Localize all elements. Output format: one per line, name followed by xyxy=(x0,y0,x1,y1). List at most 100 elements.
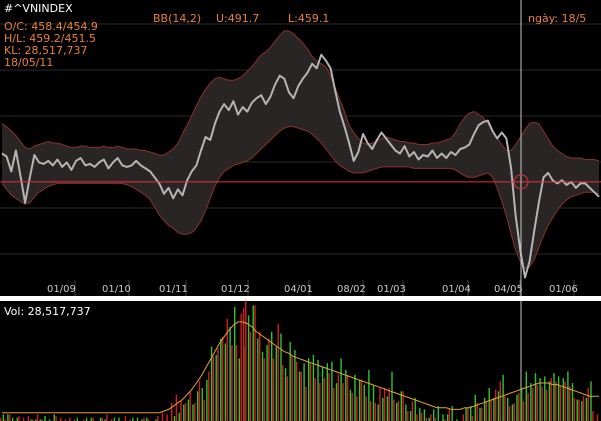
volume-bar-down xyxy=(499,381,501,421)
volume-bar-up xyxy=(275,346,277,421)
crosshair-marker xyxy=(513,174,529,190)
volume-bar-up xyxy=(581,401,583,421)
volume-bar-down xyxy=(217,348,219,421)
volume-bar-down xyxy=(212,356,215,421)
volume-bar-down xyxy=(296,361,298,421)
band-upper-line xyxy=(1,30,600,162)
volume-bar-up xyxy=(224,343,227,421)
volume-bar-down xyxy=(420,412,423,421)
volume-bar-up xyxy=(312,355,315,421)
volume-bar-down xyxy=(444,419,446,421)
volume-bar-down xyxy=(582,396,585,421)
volume-bar-down xyxy=(383,388,386,421)
volume-bar-up xyxy=(340,358,342,421)
volume-bar-up xyxy=(187,399,190,421)
bb-indicator-label: BB(14,2) xyxy=(153,12,202,25)
volume-bar-down xyxy=(226,318,228,421)
volume-bar-up xyxy=(2,414,4,421)
volume-bar-down xyxy=(282,364,284,421)
volume-bar-up xyxy=(349,389,352,421)
volume-bar-down xyxy=(147,419,150,421)
volume-bar-up xyxy=(289,341,291,421)
volume-bar-down xyxy=(434,417,437,421)
volume-bar-up xyxy=(294,350,296,421)
volume-bar-down xyxy=(485,401,488,421)
volume-bar-up xyxy=(516,394,518,421)
volume-bar-down xyxy=(198,381,201,421)
volume-bar-down xyxy=(573,397,576,421)
volume-bar-down xyxy=(342,383,344,421)
volume-bar-down xyxy=(569,386,571,421)
volume-bar-down xyxy=(430,414,432,421)
volume-bar-up xyxy=(210,346,213,421)
volume-bar-up xyxy=(257,338,259,421)
volume-bar-down xyxy=(166,414,168,421)
open-close-readout: O/C: 458.4/454.9 xyxy=(4,20,98,33)
volume-bar-up xyxy=(488,388,490,421)
band-lower-line xyxy=(1,126,600,270)
volume-bar-up xyxy=(335,383,338,421)
volume-bar-up xyxy=(303,363,305,421)
volume-bar-up xyxy=(141,419,143,421)
volume-bar-down xyxy=(559,386,562,421)
volume-bar-down xyxy=(587,388,589,421)
volume-bar-down xyxy=(541,386,543,421)
volume-bar-down xyxy=(555,381,557,421)
x-tick-label: 01/09 xyxy=(47,284,76,295)
volume-bar-up xyxy=(557,376,560,421)
volume-bar-up xyxy=(229,326,231,421)
volume-bar-down xyxy=(73,419,76,421)
volume-bar-up xyxy=(11,417,14,421)
volume-bar-up xyxy=(405,404,407,421)
volume-bar-up xyxy=(85,417,88,421)
volume-bar-down xyxy=(550,378,552,421)
volume-bar-up xyxy=(284,368,287,421)
volume-bar-up xyxy=(308,358,310,421)
volume-bar-down xyxy=(351,392,353,421)
crosshair-date-label: ngày: 18/5 xyxy=(528,12,587,25)
volume-bar-down xyxy=(504,396,506,421)
volume-bar-down xyxy=(286,376,289,421)
volume-bar-up xyxy=(548,381,551,421)
volume-bar-down xyxy=(22,417,25,421)
volume-bar-down xyxy=(208,371,210,421)
volume-bar-up xyxy=(266,345,268,421)
volume-bar-up xyxy=(238,358,240,421)
volume-bar-up xyxy=(502,374,504,421)
volume-bar-up xyxy=(433,409,435,421)
volume-bar-down xyxy=(346,374,349,421)
volume-bar-up xyxy=(562,378,564,421)
volume-bar-up xyxy=(136,417,139,421)
volume-bar-down xyxy=(397,401,400,421)
volume-bar-down xyxy=(305,386,307,421)
volume-bar-up xyxy=(423,409,426,421)
volume-bar-up xyxy=(474,394,476,421)
volume-bar-down xyxy=(143,417,145,421)
x-tick-label: 04/01 xyxy=(284,284,313,295)
volume-bar-up xyxy=(507,397,509,421)
volume-bar-up xyxy=(280,333,282,421)
volume-bar-up xyxy=(197,391,199,421)
volume-bar-up xyxy=(44,416,46,421)
volume-bar-up xyxy=(7,414,9,421)
volume-bar-up xyxy=(456,419,458,421)
volume-bar-down xyxy=(481,407,483,421)
high-low-readout: H/L: 459.2/451.5 xyxy=(4,32,96,45)
volume-bar-down xyxy=(203,399,205,421)
volume-bar-up xyxy=(48,419,51,421)
volume-bar-down xyxy=(476,402,478,421)
volume-bar-down xyxy=(27,416,29,421)
volume-bar-up xyxy=(479,407,481,421)
volume-bar-down xyxy=(495,389,497,421)
volume-bar-up xyxy=(530,383,532,421)
volume-bar-down xyxy=(388,388,390,421)
volume-bar-up xyxy=(396,402,398,421)
volume-bar-down xyxy=(32,419,34,421)
volume-bar-up xyxy=(428,417,430,421)
volume-bar-down xyxy=(333,388,335,421)
x-tick-label: 01/12 xyxy=(221,284,250,295)
volume-bar-up xyxy=(539,378,541,421)
volume-bar-down xyxy=(259,331,261,421)
volume-bar-down xyxy=(471,416,474,421)
volume-bar-up xyxy=(553,373,555,421)
